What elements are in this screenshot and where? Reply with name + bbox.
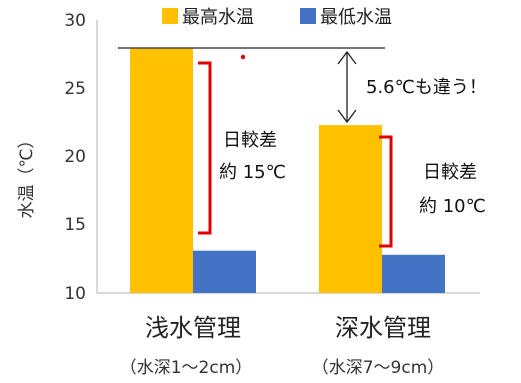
legend-label-max: 最高水温	[182, 7, 254, 28]
bar-shallow-max	[130, 48, 193, 293]
bar-deep-max	[319, 125, 382, 293]
category-note-deep: （水深7～9cm）	[312, 358, 445, 378]
legend-label-min: 最低水温	[320, 7, 392, 28]
y-tick-20: 20	[64, 147, 86, 167]
difference-arrow	[337, 50, 357, 124]
y-tick-30: 30	[64, 11, 86, 31]
y-axis-label: 水温（℃）	[17, 131, 37, 218]
bar-deep-min	[382, 254, 445, 293]
range-value-shallow: 約 15℃	[219, 162, 286, 183]
legend-swatch-max	[162, 8, 178, 24]
red-dot	[240, 54, 246, 60]
y-tick-25: 25	[64, 79, 86, 99]
y-tick-15: 15	[64, 215, 86, 235]
range-bracket-deep	[379, 135, 393, 248]
y-tick-10: 10	[64, 284, 86, 304]
range-value-deep: 約 10℃	[419, 196, 486, 217]
bar-shallow-min	[193, 250, 256, 293]
legend-swatch-min	[300, 8, 316, 24]
category-label-shallow: 浅水管理	[145, 314, 241, 342]
range-label-shallow: 日較差	[223, 130, 277, 151]
difference-text: 5.6℃も違う！	[366, 77, 487, 98]
range-label-deep: 日較差	[423, 162, 477, 183]
range-bracket-shallow	[198, 61, 212, 235]
category-label-deep: 深水管理	[335, 314, 431, 342]
category-note-shallow: （水深1～2cm）	[120, 358, 253, 378]
